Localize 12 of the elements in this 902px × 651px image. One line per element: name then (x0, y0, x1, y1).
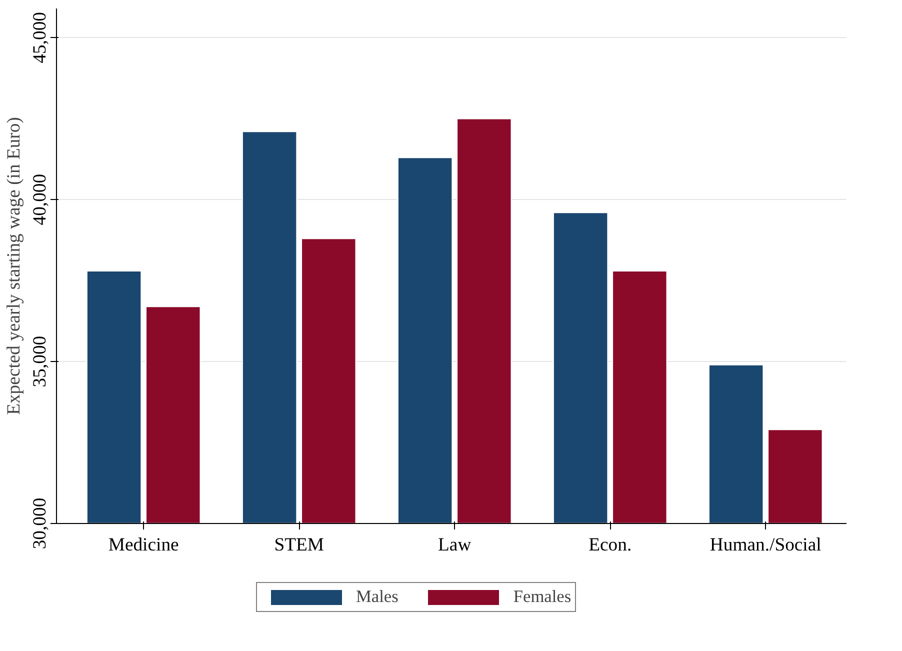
x-tick-label: Law (438, 534, 472, 556)
legend-label: Males (356, 587, 398, 607)
x-tick-label: Human./Social (710, 534, 822, 556)
x-tick-label: Econ. (588, 534, 632, 556)
legend-label: Females (513, 587, 572, 607)
y-axis-title: Expected yearly starting wage (in Euro) (4, 117, 24, 415)
y-tick-label: 30,000 (30, 498, 50, 550)
x-tick-label: STEM (274, 534, 324, 556)
y-tick-label: 40,000 (30, 174, 50, 226)
y-tick-label: 35,000 (30, 336, 50, 388)
x-tick-label: Medicine (108, 534, 179, 556)
y-tick-label: 45,000 (30, 12, 50, 64)
